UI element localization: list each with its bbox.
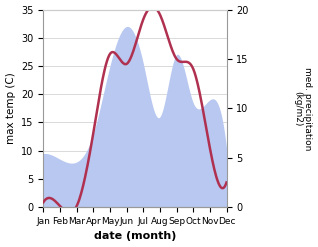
Y-axis label: med. precipitation
(kg/m2): med. precipitation (kg/m2): [293, 67, 313, 150]
X-axis label: date (month): date (month): [94, 231, 176, 242]
Y-axis label: max temp (C): max temp (C): [5, 72, 16, 144]
